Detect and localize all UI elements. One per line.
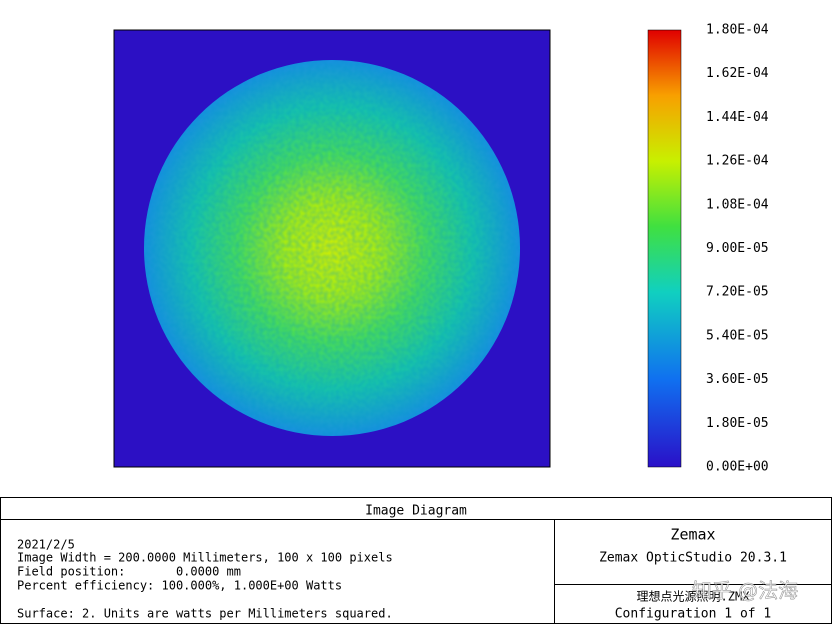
info-line: Image Width = 200.0000 Millimeters, 100 … <box>17 551 393 565</box>
colorbar-label: 1.08E-04 <box>706 197 769 212</box>
colorbar-label: 0.00E+00 <box>706 460 769 475</box>
colorbar-label: 3.60E-05 <box>706 372 769 387</box>
spot-noise <box>144 60 520 436</box>
program: Zemax <box>670 526 715 544</box>
colorbar-label: 9.00E-05 <box>706 241 769 256</box>
colorbar-label: 5.40E-05 <box>706 328 769 343</box>
colorbar <box>647 29 682 468</box>
colorbar-label: 1.80E-04 <box>706 23 769 38</box>
version: Zemax OpticStudio 20.3.1 <box>599 551 787 566</box>
configuration: Configuration 1 of 1 <box>615 607 772 622</box>
colorbar-label: 1.26E-04 <box>706 154 769 169</box>
surface-line: Surface: 2. Units are watts per Millimet… <box>17 607 393 621</box>
colorbar-label: 1.62E-04 <box>706 66 769 81</box>
colorbar-label: 1.80E-05 <box>706 416 769 431</box>
watermark: 知乎 @法海 <box>692 579 798 603</box>
info-line: Field position: 0.0000 mm <box>17 565 241 579</box>
info-line: 2021/2/5 <box>17 538 75 552</box>
file-name: 理想点光源照明.ZMX <box>637 589 751 604</box>
footer-title: Image Diagram <box>365 504 467 519</box>
colorbar-label: 7.20E-05 <box>706 285 769 300</box>
colorbar-label: 1.44E-04 <box>706 110 769 125</box>
info-line: Percent efficiency: 100.000%, 1.000E+00 … <box>17 579 342 593</box>
